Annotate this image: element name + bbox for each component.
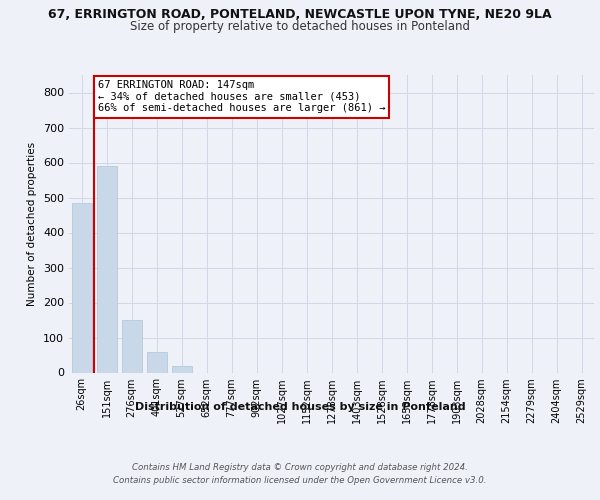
Text: Contains public sector information licensed under the Open Government Licence v3: Contains public sector information licen… (113, 476, 487, 485)
Bar (97, 166, 116, 372)
Text: 67 ERRINGTON ROAD: 147sqm
← 34% of detached houses are smaller (453)
66% of semi: 67 ERRINGTON ROAD: 147sqm ← 34% of detac… (98, 80, 385, 114)
Bar (146, 352, 167, 372)
Bar (121, 320, 142, 372)
Bar (172, 366, 191, 372)
Text: 67, ERRINGTON ROAD, PONTELAND, NEWCASTLE UPON TYNE, NE20 9LA: 67, ERRINGTON ROAD, PONTELAND, NEWCASTLE… (48, 8, 552, 20)
Y-axis label: Number of detached properties: Number of detached properties (28, 142, 37, 306)
Bar (71, 203, 91, 372)
Text: Distribution of detached houses by size in Ponteland: Distribution of detached houses by size … (134, 402, 466, 412)
Text: Size of property relative to detached houses in Ponteland: Size of property relative to detached ho… (130, 20, 470, 33)
Text: Contains HM Land Registry data © Crown copyright and database right 2024.: Contains HM Land Registry data © Crown c… (132, 462, 468, 471)
